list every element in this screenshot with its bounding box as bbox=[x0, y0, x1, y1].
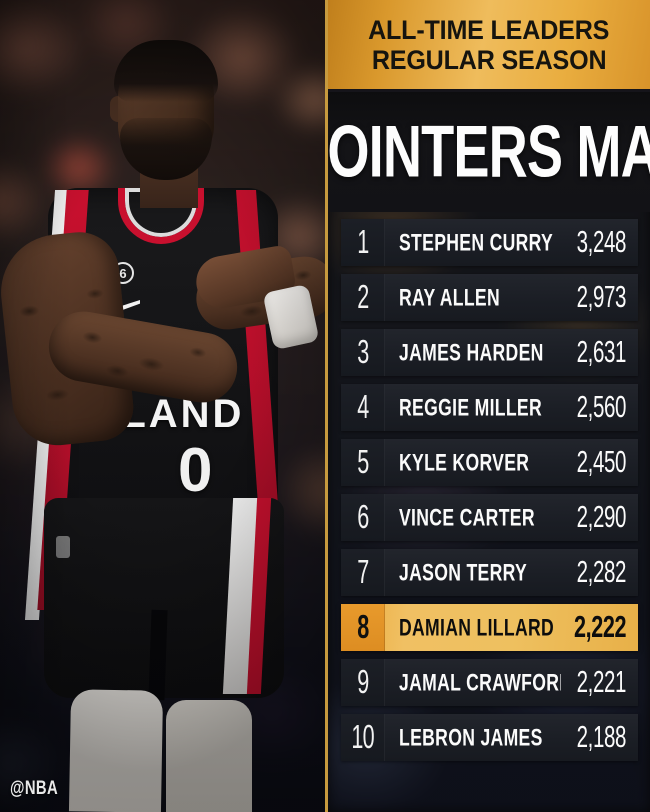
leaderboard-row: 7 JASON TERRY 2,282 bbox=[341, 549, 638, 596]
leaderboard-row: 6 VINCE CARTER 2,290 bbox=[341, 494, 638, 541]
row-stat-value: 2,222 bbox=[561, 610, 638, 644]
row-rank-text: 5 bbox=[356, 443, 369, 481]
row-player-name-text: STEPHEN CURRY bbox=[399, 229, 554, 256]
leaderboard-row: 1 STEPHEN CURRY 3,248 bbox=[341, 219, 638, 266]
row-rank: 6 bbox=[341, 494, 385, 541]
player-leg-left bbox=[68, 689, 164, 812]
jersey-number: 0 bbox=[178, 436, 213, 505]
row-stat-value: 2,450 bbox=[561, 445, 638, 479]
player-figure: RTLAND 0 6 bbox=[0, 40, 325, 812]
row-stat-value: 2,282 bbox=[561, 555, 638, 589]
row-stat-value-text: 2,560 bbox=[576, 390, 627, 424]
leaderboard-row: 4 REGGIE MILLER 2,560 bbox=[341, 384, 638, 431]
row-stat-value-text: 2,221 bbox=[576, 665, 627, 699]
row-player-name-text: DAMIAN LILLARD bbox=[399, 614, 555, 641]
shorts-split bbox=[148, 609, 168, 701]
row-stat-value: 2,631 bbox=[561, 335, 638, 369]
row-stat-value-text: 2,973 bbox=[576, 280, 627, 314]
row-rank: 1 bbox=[341, 219, 385, 266]
leaderboard-row: 3 JAMES HARDEN 2,631 bbox=[341, 329, 638, 376]
row-rank: 5 bbox=[341, 439, 385, 486]
leaderboard-list: 1 STEPHEN CURRY 3,248 2 RAY ALLEN 2,973 3 JAMES… bbox=[328, 212, 650, 761]
row-rank-text: 2 bbox=[356, 278, 369, 316]
row-rank: 10 bbox=[341, 714, 385, 761]
panel-header: ALL-TIME LEADERS REGULAR SEASON bbox=[328, 0, 650, 92]
player-photo: RTLAND 0 6 @NBA bbox=[0, 0, 325, 812]
row-player-name: VINCE CARTER bbox=[385, 505, 561, 531]
row-player-name: RAY ALLEN bbox=[385, 285, 561, 311]
row-stat-value: 3,248 bbox=[561, 225, 638, 259]
leaderboard-row: 8 DAMIAN LILLARD 2,222 bbox=[341, 604, 638, 651]
row-stat-value: 2,188 bbox=[561, 720, 638, 754]
row-stat-value-text: 2,631 bbox=[576, 335, 627, 369]
leaderboard-row: 5 KYLE KORVER 2,450 bbox=[341, 439, 638, 486]
row-player-name: STEPHEN CURRY bbox=[385, 230, 561, 256]
row-stat-value: 2,221 bbox=[561, 665, 638, 699]
row-player-name-text: KYLE KORVER bbox=[399, 449, 530, 476]
row-rank: 3 bbox=[341, 329, 385, 376]
row-rank-text: 8 bbox=[356, 608, 369, 646]
row-player-name-text: JASON TERRY bbox=[399, 559, 528, 586]
row-rank: 7 bbox=[341, 549, 385, 596]
row-player-name: LEBRON JAMES bbox=[385, 725, 561, 751]
stat-title-band: 3-POINTERS MADE bbox=[328, 92, 650, 212]
row-rank-text: 3 bbox=[356, 333, 369, 371]
row-stat-value-text: 3,248 bbox=[576, 225, 627, 259]
row-stat-value-text: 2,450 bbox=[576, 445, 627, 479]
row-rank-text: 7 bbox=[356, 553, 369, 591]
row-rank-text: 1 bbox=[356, 223, 369, 261]
header-line-2: REGULAR SEASON bbox=[371, 44, 607, 75]
row-player-name-text: RAY ALLEN bbox=[399, 284, 501, 311]
row-rank: 9 bbox=[341, 659, 385, 706]
stat-title: 3-POINTERS MADE bbox=[327, 110, 650, 193]
row-rank: 8 bbox=[341, 604, 385, 651]
leaderboard-row: 10 LEBRON JAMES 2,188 bbox=[341, 714, 638, 761]
row-rank-text: 9 bbox=[356, 663, 369, 701]
nba-watermark: @NBA bbox=[10, 778, 59, 799]
row-player-name-text: JAMAL CRAWFORD bbox=[399, 669, 561, 696]
row-player-name: JAMES HARDEN bbox=[385, 340, 561, 366]
row-player-name: JAMAL CRAWFORD bbox=[385, 670, 561, 696]
row-player-name: REGGIE MILLER bbox=[385, 395, 561, 421]
row-stat-value: 2,560 bbox=[561, 390, 638, 424]
row-rank-text: 6 bbox=[356, 498, 369, 536]
row-player-name-text: REGGIE MILLER bbox=[399, 394, 543, 421]
row-stat-value-text: 2,222 bbox=[573, 610, 626, 644]
row-stat-value: 2,973 bbox=[561, 280, 638, 314]
row-player-name-text: VINCE CARTER bbox=[399, 504, 535, 531]
player-beard bbox=[120, 118, 212, 180]
leaderboard-row: 2 RAY ALLEN 2,973 bbox=[341, 274, 638, 321]
row-stat-value: 2,290 bbox=[561, 500, 638, 534]
row-player-name: DAMIAN LILLARD bbox=[385, 615, 561, 641]
row-rank-text: 4 bbox=[356, 388, 369, 426]
jersey-collar bbox=[118, 188, 204, 244]
row-stat-value-text: 2,282 bbox=[576, 555, 627, 589]
leaderboard-panel: ALL-TIME LEADERS REGULAR SEASON 3-POINTE… bbox=[325, 0, 650, 812]
row-rank: 2 bbox=[341, 274, 385, 321]
player-leg-right bbox=[166, 700, 252, 812]
row-player-name-text: JAMES HARDEN bbox=[399, 339, 544, 366]
nba-logo-icon bbox=[56, 536, 70, 558]
player-hair bbox=[114, 40, 218, 102]
row-stat-value-text: 2,188 bbox=[576, 720, 627, 754]
row-player-name-text: LEBRON JAMES bbox=[399, 724, 543, 751]
row-stat-value-text: 2,290 bbox=[576, 500, 627, 534]
row-rank-text: 10 bbox=[351, 718, 374, 756]
leaderboard-row: 9 JAMAL CRAWFORD 2,221 bbox=[341, 659, 638, 706]
header-line-1: ALL-TIME LEADERS bbox=[368, 14, 610, 45]
row-player-name: KYLE KORVER bbox=[385, 450, 561, 476]
row-rank: 4 bbox=[341, 384, 385, 431]
row-player-name: JASON TERRY bbox=[385, 560, 561, 586]
